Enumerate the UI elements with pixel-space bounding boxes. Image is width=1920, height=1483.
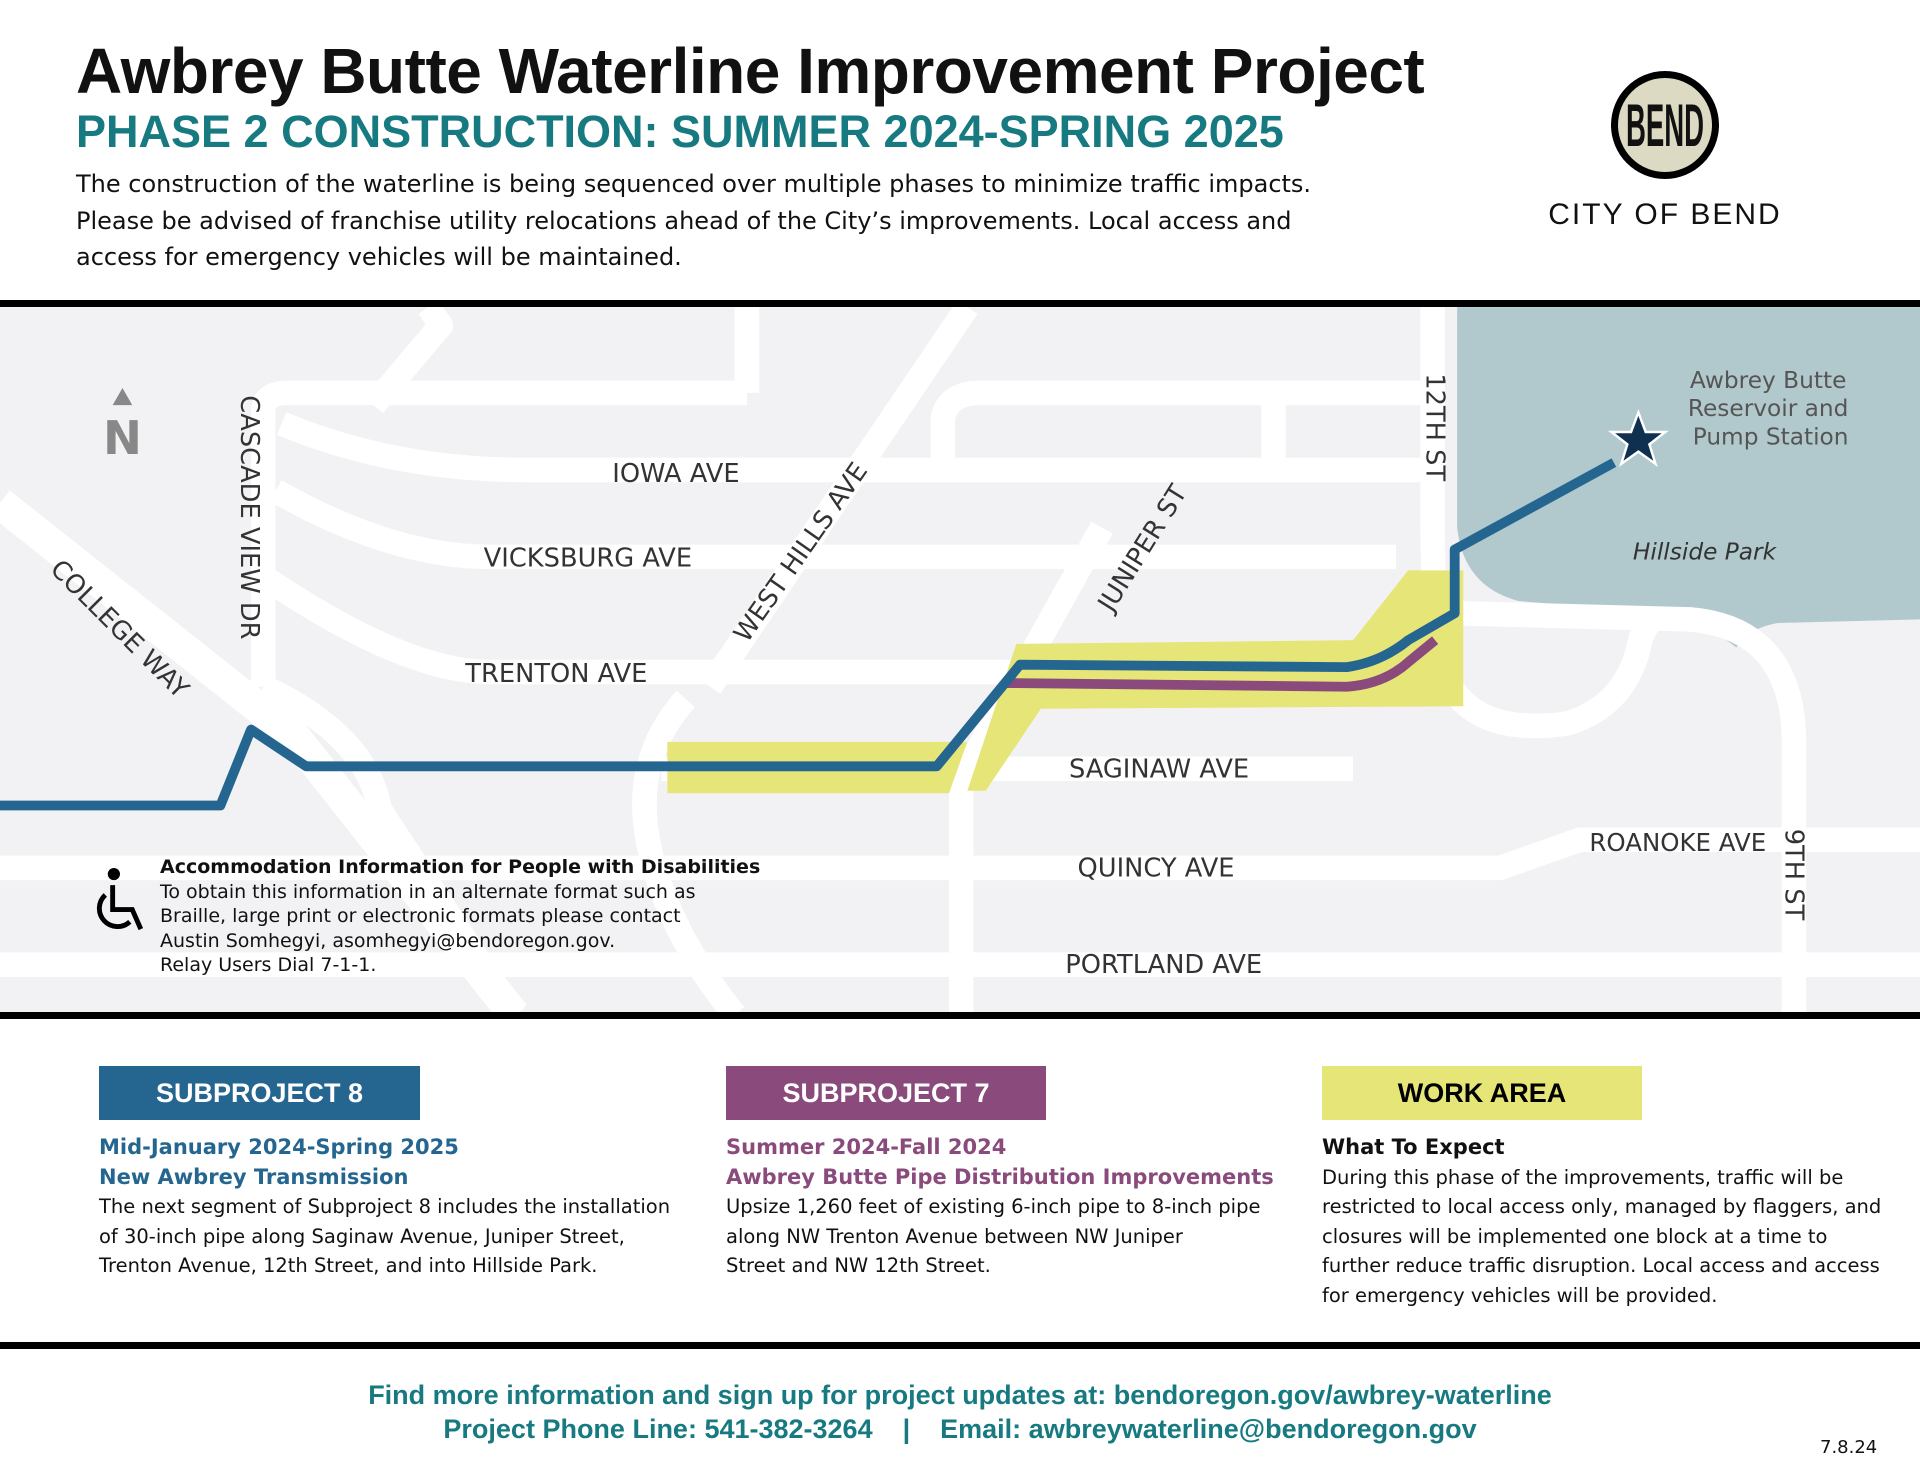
page-title: Awbrey Butte Waterline Improvement Proje… <box>76 35 1425 107</box>
street-portland: PORTLAND AVE <box>1065 950 1262 980</box>
subproject-8-badge: SUBPROJECT 8 <box>99 1066 420 1120</box>
subproject-7-badge: SUBPROJECT 7 <box>726 1066 1046 1120</box>
street-12th: 12TH ST <box>1420 373 1450 481</box>
accommodation-line: To obtain this information in an alterna… <box>160 880 696 903</box>
subproject-8-name: New Awbrey Transmission <box>99 1164 409 1189</box>
intro-line: Please be advised of franchise utility r… <box>76 206 1292 235</box>
subproject-7-pipe <box>1006 636 1439 692</box>
subproject-7-dates: Summer 2024-Fall 2024 <box>726 1135 1007 1159</box>
work-area-badge: WORK AREA <box>1322 1066 1642 1120</box>
body-line: further reduce traffic disruption. Local… <box>1322 1254 1880 1277</box>
wheelchair-icon <box>96 867 144 931</box>
street-saginaw: SAGINAW AVE <box>1069 754 1249 784</box>
street-roanoke: ROANOKE AVE <box>1589 828 1766 857</box>
street-iowa: IOWA AVE <box>612 459 739 489</box>
reservoir-label: Awbrey Butte <box>1690 367 1846 394</box>
reservoir-star-icon <box>1607 408 1669 467</box>
body-line: Trenton Avenue, 12th Street, and into Hi… <box>99 1254 598 1277</box>
hillside-park <box>1457 307 1920 648</box>
intro-text: The construction of the waterline is bei… <box>76 166 1416 276</box>
city-of-bend-logo: BEND <box>1611 71 1719 179</box>
divider <box>0 300 1920 307</box>
reservoir-label: Reservoir and <box>1688 395 1849 422</box>
subproject-7-details: Summer 2024-Fall 2024 Awbrey Butte Pipe … <box>726 1133 1274 1281</box>
divider <box>0 1012 1920 1019</box>
accommodation-line: Austin Somhegyi, asomhegyi@bendoregon.go… <box>160 929 616 952</box>
body-line: closures will be implemented one block a… <box>1322 1224 1828 1248</box>
street-9th: 9TH ST <box>1778 829 1808 921</box>
park-label: Hillside Park <box>1633 538 1778 565</box>
subproject-8-dates: Mid-January 2024-Spring 2025 <box>99 1135 459 1159</box>
footer-contact: Project Phone Line: 541-382-3264 | Email… <box>443 1414 1477 1444</box>
subproject-7-name: Awbrey Butte Pipe Distribution Improveme… <box>726 1164 1274 1189</box>
street-trenton: TRENTON AVE <box>464 659 647 689</box>
reservoir-label: Pump Station <box>1693 423 1849 450</box>
body-line: for emergency vehicles will be provided. <box>1322 1283 1718 1307</box>
body-line: During this phase of the improvements, t… <box>1322 1165 1844 1189</box>
street-vicksburg: VICKSBURG AVE <box>484 544 692 574</box>
revision-date: 7.8.24 <box>1820 1437 1878 1458</box>
north-arrow-icon <box>112 387 133 406</box>
work-area-details: What To Expect During this phase of the … <box>1322 1133 1881 1310</box>
page-subtitle: PHASE 2 CONSTRUCTION: SUMMER 2024-SPRING… <box>76 106 1284 157</box>
work-area-heading: What To Expect <box>1322 1135 1505 1159</box>
street-cascade: CASCADE VIEW DR <box>234 395 264 639</box>
north-label: N <box>103 411 142 465</box>
street-quincy: QUINCY AVE <box>1078 854 1235 884</box>
body-line: along NW Trenton Avenue between NW Junip… <box>726 1224 1183 1248</box>
body-line: The next segment of Subproject 8 include… <box>99 1195 671 1218</box>
body-line: restricted to local access only, managed… <box>1322 1195 1882 1218</box>
footer-website: Find more information and sign up for pr… <box>368 1380 1552 1410</box>
project-map: N IOWA AVE VICKSBURG AVE TRENTON AVE SAG… <box>0 307 1920 1015</box>
body-line: of 30-inch pipe along Saginaw Avenue, Ju… <box>99 1224 625 1248</box>
logo-text: BEND <box>1626 92 1704 159</box>
accommodation-title: Accommodation Information for People wit… <box>160 856 761 878</box>
intro-line: The construction of the waterline is bei… <box>76 170 1312 198</box>
body-line: Street and NW 12th Street. <box>726 1254 991 1277</box>
accommodation-line: Relay Users Dial 7-1-1. <box>160 954 377 976</box>
org-name: CITY OF BEND <box>1548 198 1782 231</box>
intro-line: access for emergency vehicles will be ma… <box>76 243 682 271</box>
accommodation-info: Accommodation Information for People wit… <box>160 855 760 978</box>
divider <box>0 1342 1920 1349</box>
body-line: Upsize 1,260 feet of existing 6-inch pip… <box>726 1195 1261 1218</box>
accommodation-line: Braille, large print or electronic forma… <box>160 905 681 927</box>
subproject-8-pipe <box>0 458 1617 811</box>
subproject-8-details: Mid-January 2024-Spring 2025 New Awbrey … <box>99 1133 670 1281</box>
